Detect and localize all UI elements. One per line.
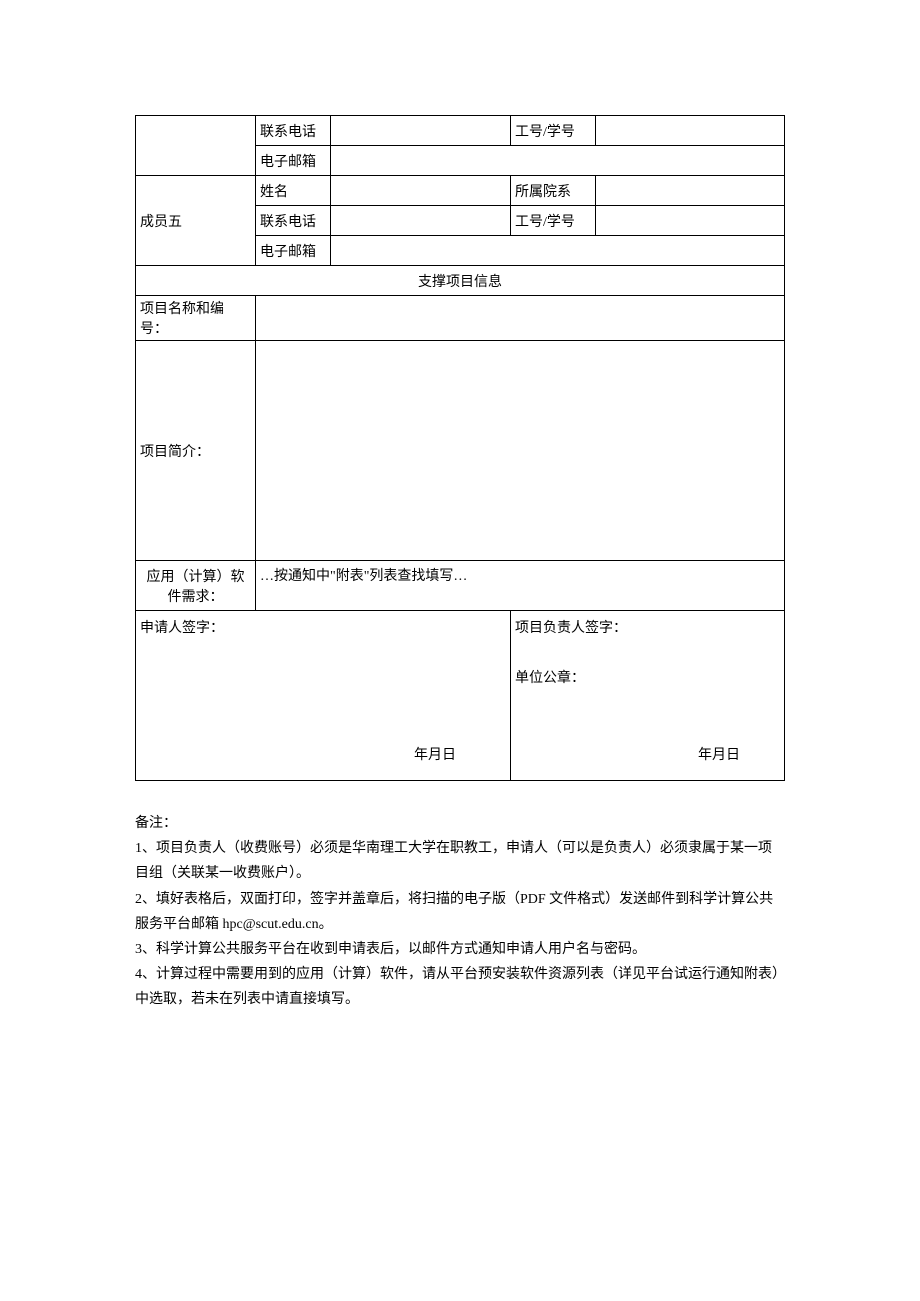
notes-item: 4、计算过程中需要用到的应用（计算）软件，请从平台预安装软件资源列表（详见平台试… bbox=[135, 962, 785, 1012]
leader-sign-cell[interactable]: 项目负责人签字： 单位公章： 年月日 bbox=[511, 611, 785, 781]
proj-desc-value-cell[interactable] bbox=[256, 341, 785, 561]
section-header-cell: 支撑项目信息 bbox=[136, 266, 785, 296]
member-prev-label-cell bbox=[136, 116, 256, 176]
leader-sign-label: 项目负责人签字： bbox=[515, 617, 780, 637]
soft-req-value-cell[interactable]: …按通知中"附表"列表查找填写… bbox=[256, 561, 785, 611]
phone-label-cell: 联系电话 bbox=[256, 206, 331, 236]
proj-name-label-cell: 项目名称和编号： bbox=[136, 296, 256, 341]
id-label-cell: 工号/学号 bbox=[511, 116, 596, 146]
dept-label-cell: 所属院系 bbox=[511, 176, 596, 206]
phone-label-cell: 联系电话 bbox=[256, 116, 331, 146]
member5-label-cell: 成员五 bbox=[136, 176, 256, 266]
dept-value-cell[interactable] bbox=[596, 176, 785, 206]
applicant-sign-label: 申请人签字： bbox=[140, 617, 506, 637]
table-row: 项目简介： bbox=[136, 341, 785, 561]
table-row: 应用（计算）软件需求： …按通知中"附表"列表查找填写… bbox=[136, 561, 785, 611]
soft-req-label-cell: 应用（计算）软件需求： bbox=[136, 561, 256, 611]
proj-name-value-cell[interactable] bbox=[256, 296, 785, 341]
applicant-sign-date: 年月日 bbox=[414, 744, 456, 764]
email-value-cell[interactable] bbox=[331, 146, 785, 176]
name-label-cell: 姓名 bbox=[256, 176, 331, 206]
email-value-cell[interactable] bbox=[331, 236, 785, 266]
stamp-label: 单位公章： bbox=[515, 667, 780, 687]
proj-desc-label-cell: 项目简介： bbox=[136, 341, 256, 561]
notes-title: 备注： bbox=[135, 811, 785, 836]
phone-value-cell[interactable] bbox=[331, 206, 511, 236]
table-row: 支撑项目信息 bbox=[136, 266, 785, 296]
id-label-cell: 工号/学号 bbox=[511, 206, 596, 236]
signature-row: 申请人签字： 年月日 项目负责人签字： 单位公章： 年月日 bbox=[136, 611, 785, 781]
application-form-table: 联系电话 工号/学号 电子邮箱 成员五 姓名 所属院系 联系电话 工号/学号 电… bbox=[135, 115, 785, 781]
table-row: 成员五 姓名 所属院系 bbox=[136, 176, 785, 206]
notes-item: 3、科学计算公共服务平台在收到申请表后，以邮件方式通知申请人用户名与密码。 bbox=[135, 937, 785, 962]
id-value-cell[interactable] bbox=[596, 206, 785, 236]
name-value-cell[interactable] bbox=[331, 176, 511, 206]
table-row: 联系电话 工号/学号 bbox=[136, 116, 785, 146]
leader-sign-date: 年月日 bbox=[698, 744, 740, 764]
email-label-cell: 电子邮箱 bbox=[256, 236, 331, 266]
notes-section: 备注： 1、项目负责人（收费账号）必须是华南理工大学在职教工，申请人（可以是负责… bbox=[135, 811, 785, 1013]
applicant-sign-cell[interactable]: 申请人签字： 年月日 bbox=[136, 611, 511, 781]
notes-item: 2、填好表格后，双面打印，签字并盖章后，将扫描的电子版（PDF 文件格式）发送邮… bbox=[135, 887, 785, 937]
table-row: 项目名称和编号： bbox=[136, 296, 785, 341]
phone-value-cell[interactable] bbox=[331, 116, 511, 146]
id-value-cell[interactable] bbox=[596, 116, 785, 146]
email-label-cell: 电子邮箱 bbox=[256, 146, 331, 176]
notes-item: 1、项目负责人（收费账号）必须是华南理工大学在职教工，申请人（可以是负责人）必须… bbox=[135, 836, 785, 886]
